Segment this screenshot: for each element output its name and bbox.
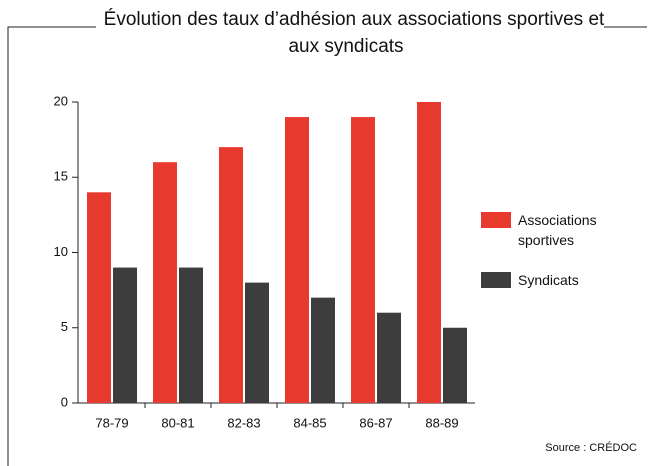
bar (113, 267, 137, 403)
y-tick-label: 10 (54, 244, 68, 259)
bar (443, 327, 467, 403)
bar (153, 162, 177, 403)
x-tick-label: 88-89 (425, 415, 458, 430)
bar (179, 267, 203, 403)
x-tick-label: 86-87 (359, 415, 392, 430)
legend-label: Syndicats (518, 272, 579, 288)
bar (311, 297, 335, 403)
y-tick-label: 20 (54, 93, 68, 108)
x-tick-label: 82-83 (227, 415, 260, 430)
legend-swatch (481, 272, 511, 288)
chart-title: Évolution des taux d’adhésion aux associ… (95, 9, 605, 57)
bar (417, 102, 441, 403)
chart-title-box: Évolution des taux d’adhésion aux associ… (90, 6, 610, 60)
bar (285, 117, 309, 404)
y-tick-label: 5 (61, 319, 68, 334)
y-tick-label: 15 (54, 169, 68, 184)
y-tick-label: 0 (61, 394, 68, 409)
x-tick-label: 84-85 (293, 415, 326, 430)
x-tick-label: 80-81 (161, 415, 194, 430)
bar (377, 312, 401, 403)
source: Source : CRÉDOC (545, 442, 637, 454)
bar (245, 282, 269, 403)
bar (219, 147, 243, 403)
bar (87, 192, 111, 403)
legend-swatch (481, 212, 511, 228)
legend-label: Associations sportives (518, 212, 597, 248)
bar (351, 117, 375, 404)
x-tick-label: 78-79 (95, 415, 128, 430)
